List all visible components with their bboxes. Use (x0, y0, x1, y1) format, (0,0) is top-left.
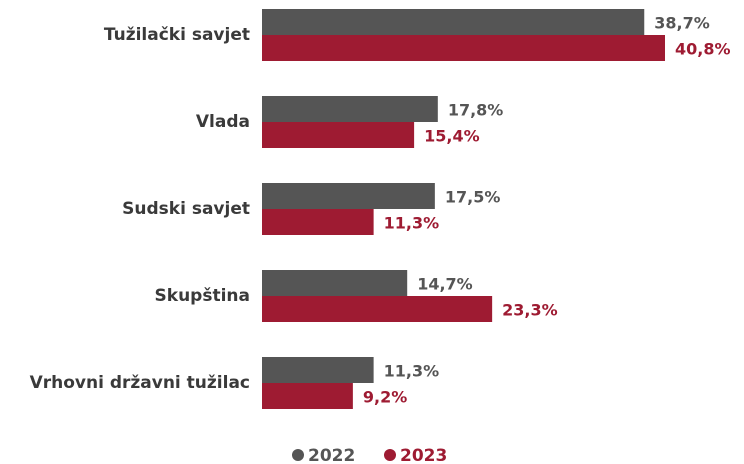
category-label: Tužilački savjet (104, 25, 250, 45)
value-label: 11,3% (384, 214, 440, 233)
bar (262, 270, 408, 296)
category-label: Vrhovni državni tužilac (30, 373, 250, 393)
value-label: 40,8% (675, 40, 731, 59)
category-label: Sudski savjet (122, 199, 250, 219)
value-label: 17,8% (448, 101, 504, 120)
value-label: 11,3% (384, 362, 440, 381)
legend-marker (292, 449, 304, 461)
value-label: 15,4% (424, 127, 480, 146)
bar (262, 209, 374, 235)
value-label: 9,2% (363, 388, 407, 407)
bar (262, 183, 435, 209)
bar (262, 357, 374, 383)
category-label: Vlada (196, 112, 250, 132)
bar (262, 122, 415, 148)
bar (262, 383, 353, 409)
value-label: 14,7% (417, 275, 473, 294)
category-label: Skupština (155, 286, 250, 306)
legend-label: 2023 (400, 446, 447, 464)
bar (262, 96, 438, 122)
bar (262, 35, 665, 61)
value-label: 17,5% (445, 188, 501, 207)
bar (262, 296, 493, 322)
legend-marker (384, 449, 396, 461)
value-label: 38,7% (654, 14, 710, 33)
value-label: 23,3% (502, 301, 558, 320)
legend-label: 2022 (308, 446, 355, 464)
bar (262, 9, 645, 35)
